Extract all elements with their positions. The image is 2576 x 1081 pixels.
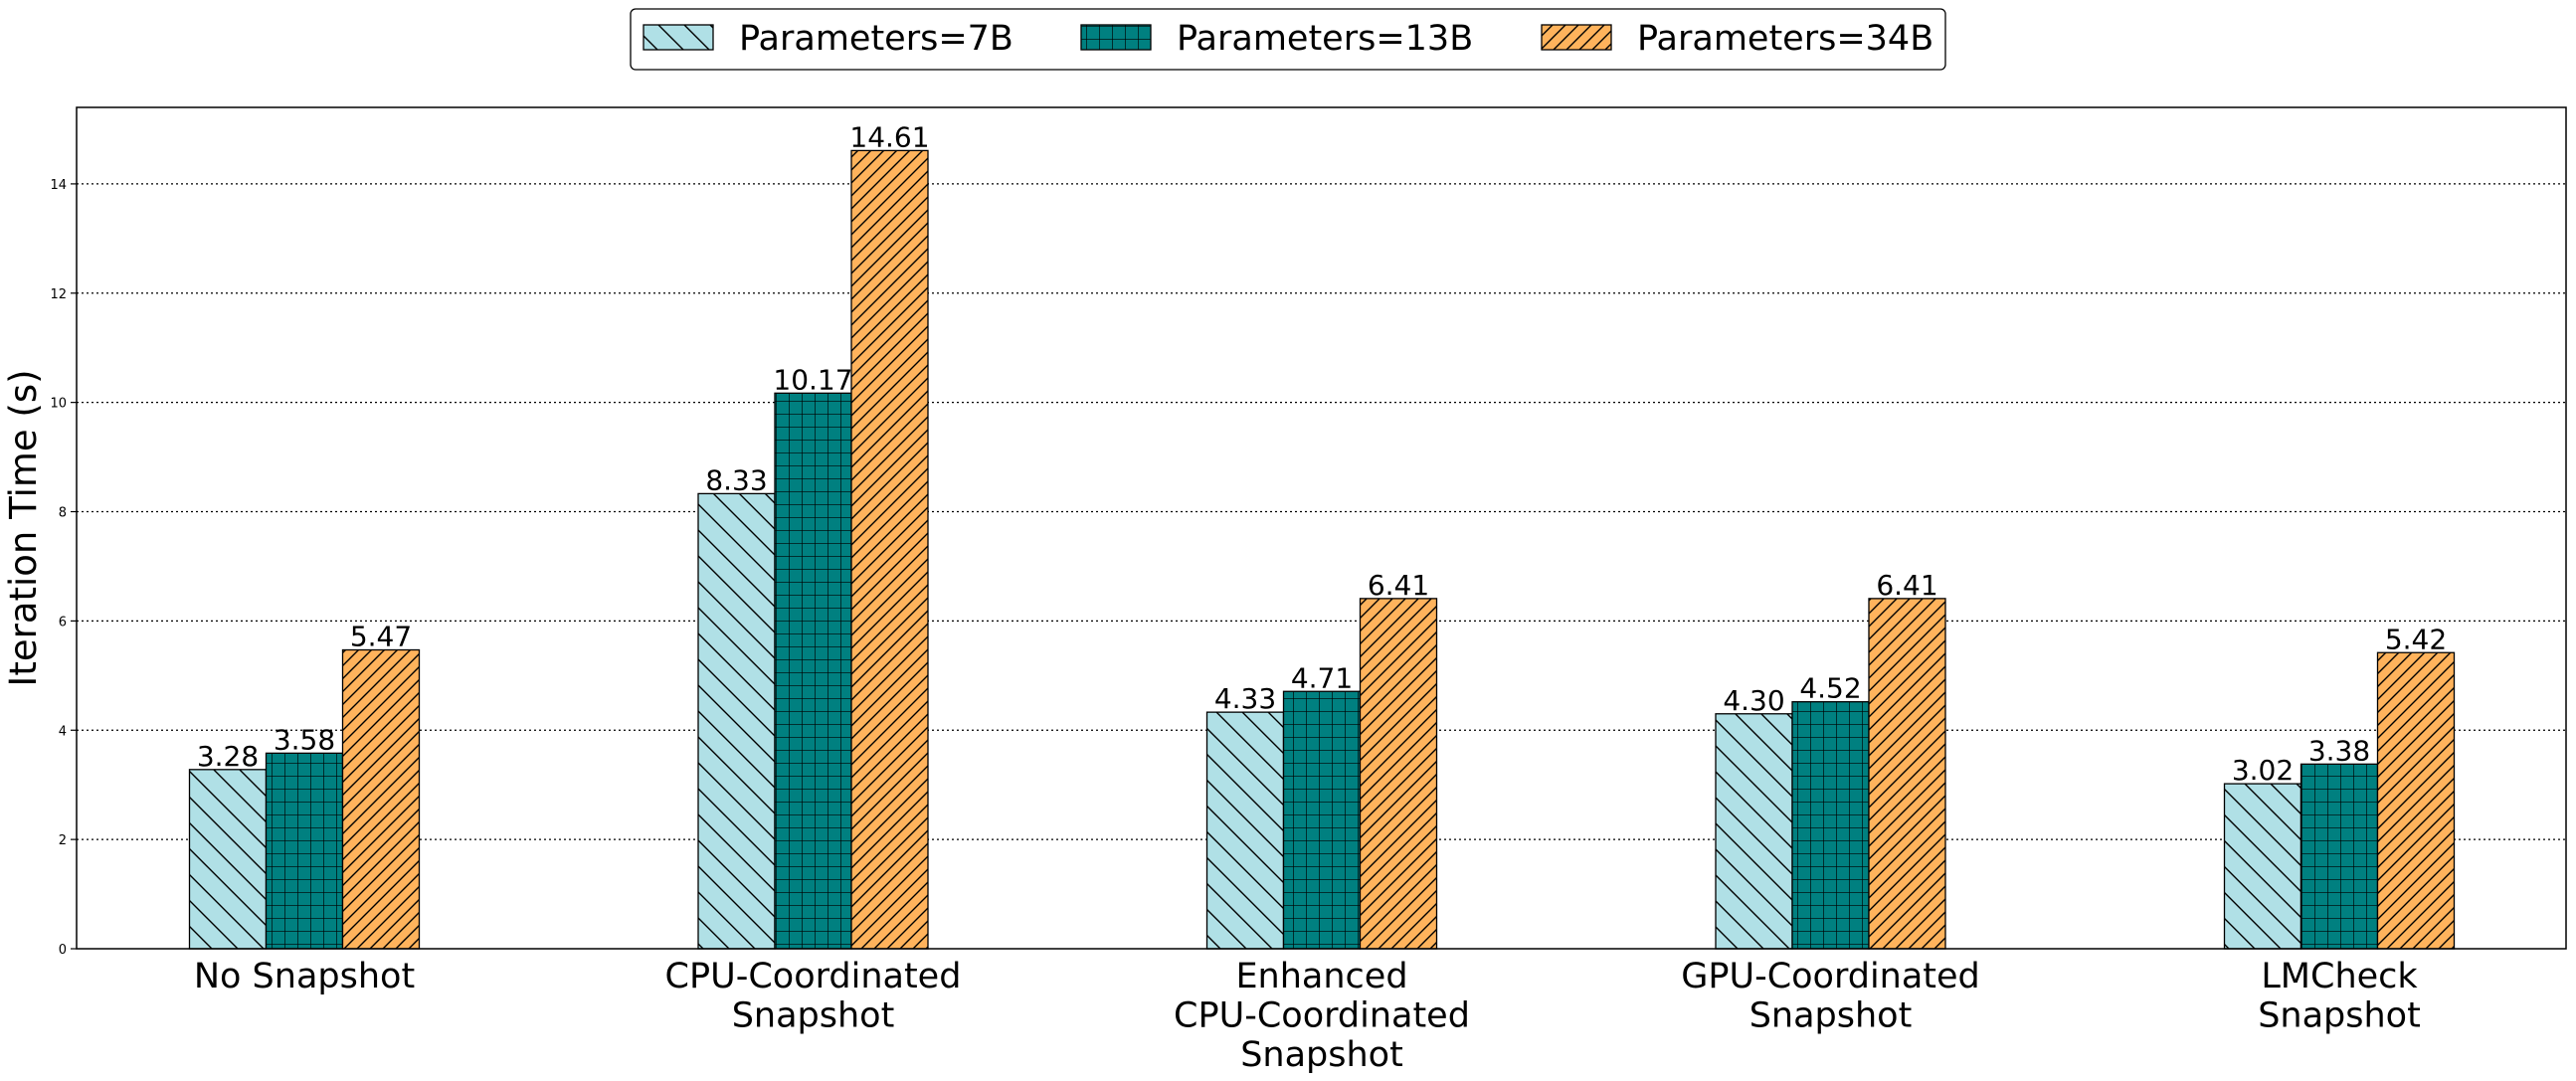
legend-swatch-outline xyxy=(1541,24,1612,51)
legend-swatch-outline xyxy=(643,24,714,51)
bar-value-label: 8.33 xyxy=(705,463,767,496)
legend-label: Parameters=13B xyxy=(1177,19,1473,59)
bar-outline xyxy=(188,769,268,950)
bar-value-label: 5.42 xyxy=(2385,623,2447,655)
bar-outline xyxy=(1715,713,1793,950)
bar-value-label: 5.47 xyxy=(350,621,412,653)
y-tick-label: 4 xyxy=(59,724,67,739)
bar-outline xyxy=(1359,598,1438,950)
bar-value-label: 4.30 xyxy=(1723,684,1784,717)
bars xyxy=(188,149,2456,950)
bar-outline xyxy=(1205,711,1285,950)
x-axis-categories: No Snapshot CPU-CoordinatedSnapshotEnhanc… xyxy=(194,957,2421,1075)
bar-outline xyxy=(341,648,421,950)
x-category-label: Snapshot xyxy=(1749,996,1913,1036)
bar-outline xyxy=(2223,783,2302,950)
y-tick-label: 0 xyxy=(59,943,67,958)
x-category-label: GPU-Coordinated xyxy=(1681,957,1980,996)
value-labels: 3.28 3.58 5.47 8.33 10.17 14.61 4.33 4.71 6.41 4.… xyxy=(197,120,2447,787)
plot-frame xyxy=(76,106,2567,950)
y-tick-label: 2 xyxy=(59,833,67,848)
y-tick-label: 12 xyxy=(50,287,67,302)
bar-value-label: 10.17 xyxy=(773,363,852,396)
bar-value-label: 3.02 xyxy=(2232,754,2294,787)
legend: Parameters=7B Parameters=13B Parameters=34… xyxy=(630,8,1946,71)
bar-outline xyxy=(850,149,929,950)
y-tick-label: 10 xyxy=(50,397,67,412)
bar-outline xyxy=(2300,763,2379,950)
bar-value-label: 4.71 xyxy=(1291,661,1353,694)
bar-value-label: 3.38 xyxy=(2308,734,2370,767)
x-category-label: Snapshot xyxy=(732,996,895,1036)
x-category-label: LMCheck xyxy=(2261,957,2418,996)
x-category-label: CPU-Coordinated xyxy=(1174,996,1470,1036)
bar-value-label: 3.58 xyxy=(274,723,335,756)
legend-swatch-outline xyxy=(1080,24,1152,51)
legend-label: Parameters=7B xyxy=(739,19,1013,59)
y-tick-label: 6 xyxy=(59,615,67,630)
legend-frame xyxy=(630,8,1946,71)
bar-value-label: 14.61 xyxy=(849,120,929,153)
y-tick-label: 14 xyxy=(50,178,67,193)
x-category-label: Enhanced xyxy=(1235,957,1407,996)
y-axis-label: Iteration Time (s) xyxy=(2,369,45,686)
x-category-label: CPU-Coordinated xyxy=(665,957,962,996)
bar-outline xyxy=(774,392,852,950)
bar-value-label: 4.52 xyxy=(1799,672,1861,705)
x-category-label: Snapshot xyxy=(1240,1035,1403,1075)
bar-value-label: 4.33 xyxy=(1214,682,1276,715)
y-axis-ticks: 0 2 4 6 8 10 12 14 xyxy=(50,178,77,958)
x-category-label: No Snapshot xyxy=(194,957,415,996)
bar-value-label: 3.28 xyxy=(197,740,259,773)
y-tick-label: 8 xyxy=(59,506,67,521)
bar-outline xyxy=(2376,651,2456,950)
x-category-label: Snapshot xyxy=(2258,996,2421,1036)
bar-value-label: 6.41 xyxy=(1876,569,1937,602)
bar-outline xyxy=(1868,598,1946,950)
bar-outline xyxy=(265,752,344,950)
bar-value-label: 6.41 xyxy=(1368,569,1429,602)
bar-outline xyxy=(697,492,776,950)
bar-outline xyxy=(1282,690,1362,950)
bar-outline xyxy=(1791,701,1870,950)
legend-label: Parameters=34B xyxy=(1637,19,1933,59)
